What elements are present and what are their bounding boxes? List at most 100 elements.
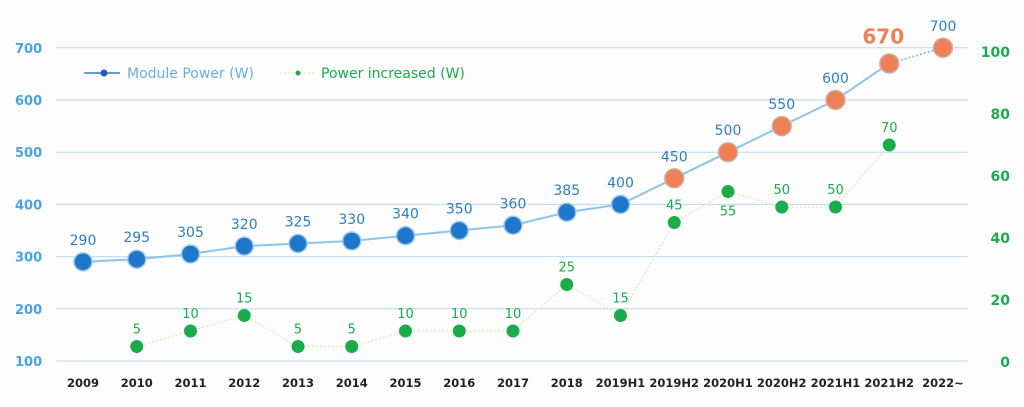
power-increased-label: 50 — [773, 183, 790, 198]
module-power-point — [771, 115, 792, 137]
x-tick: 2011 — [174, 376, 206, 390]
power-increased-label: 70 — [881, 121, 898, 136]
module-power-point — [127, 249, 147, 269]
module-power-point — [234, 236, 254, 256]
power-increased-label: 10 — [451, 307, 468, 322]
power-increased-label: 45 — [666, 199, 683, 214]
module-power-label: 295 — [123, 230, 150, 246]
x-tick: 2012 — [228, 376, 260, 390]
power-increased-point — [721, 185, 735, 198]
module-power-label: 450 — [661, 149, 688, 165]
x-tick: 2014 — [336, 376, 368, 390]
x-tick: 2018 — [551, 376, 583, 390]
power-increased-point — [829, 200, 842, 214]
power-increased-label: 55 — [720, 205, 737, 220]
power-increased-point — [882, 138, 896, 152]
power-increased-label: 10 — [182, 307, 199, 322]
power-increased-label: 5 — [294, 323, 302, 338]
y-right-tick: 60 — [991, 169, 1011, 185]
module-power-point — [180, 244, 201, 264]
y-right-tick: 20 — [991, 293, 1011, 309]
x-tick: 2016 — [443, 376, 475, 390]
y-right-tick: 40 — [991, 231, 1011, 247]
power-increased-point — [399, 324, 412, 338]
x-tick: 2021H2 — [864, 376, 914, 390]
y-right-tick: 80 — [991, 107, 1011, 123]
module-power-label: 700 — [930, 19, 957, 35]
module-power-point — [73, 252, 93, 272]
y-left-tick: 400 — [15, 198, 42, 213]
power-increased-point — [614, 309, 627, 322]
x-tick: 2010 — [121, 376, 153, 390]
x-tick: 2017 — [497, 376, 529, 390]
module-power-label: 670 — [862, 24, 904, 48]
power-increased-point — [667, 216, 681, 229]
y-right-tick: 0 — [1000, 355, 1010, 371]
module-power-label: 400 — [607, 175, 634, 191]
x-tick: 2020H1 — [703, 376, 753, 390]
power-increased-label: 10 — [505, 307, 522, 322]
module-power-label: 340 — [392, 207, 419, 223]
module-power-label: 385 — [553, 183, 580, 199]
module-power-point — [395, 225, 416, 246]
power-increased-point — [345, 340, 359, 353]
x-tick: 2019H1 — [596, 376, 646, 390]
module-power-point — [879, 53, 900, 74]
module-power-label: 325 — [285, 215, 312, 231]
module-power-label: 305 — [177, 225, 204, 241]
module-power-point — [610, 194, 631, 215]
module-power-point — [288, 233, 308, 254]
x-tick: 2015 — [389, 376, 421, 390]
power-increased-label: 5 — [348, 323, 356, 338]
power-increased-point — [184, 324, 197, 338]
legend-module-power-marker — [100, 69, 108, 77]
module-power-label: 600 — [822, 71, 849, 87]
power-increased-point — [452, 324, 466, 338]
y-left-tick: 100 — [15, 355, 42, 370]
power-increased-label: 15 — [236, 292, 253, 307]
module-power-point — [557, 202, 577, 222]
module-power-label: 500 — [715, 123, 742, 139]
power-increased-line — [136, 144, 890, 348]
y-left-tick: 300 — [15, 251, 42, 266]
x-tick: 2019H2 — [649, 376, 699, 390]
module-power-point — [717, 141, 739, 163]
power-increased-label: 10 — [397, 307, 414, 322]
power-increased-label: 15 — [612, 292, 629, 307]
module-power-label: 290 — [70, 233, 97, 249]
x-tick: 2020H2 — [757, 376, 807, 390]
x-tick: 2009 — [67, 376, 99, 390]
power-increased-label: 5 — [133, 323, 141, 338]
power-increased-label: 50 — [827, 183, 844, 198]
power-increased-point — [237, 309, 251, 322]
module-power-label: 320 — [231, 217, 258, 233]
module-power-label: 350 — [446, 202, 473, 218]
power-increased-label: 25 — [558, 261, 575, 276]
y-left-tick: 600 — [15, 94, 42, 109]
module-power-point — [664, 168, 685, 189]
y-left-tick: 700 — [15, 42, 42, 57]
y-left-tick: 500 — [15, 146, 42, 161]
x-tick: 2022~ — [922, 376, 964, 390]
module-power-label: 360 — [500, 196, 527, 212]
legend-power-increased: Power increased (W) — [321, 66, 465, 82]
legend-module-power: Module Power (W) — [127, 66, 254, 82]
x-tick: 2013 — [282, 376, 314, 390]
power-increased-point — [291, 340, 305, 353]
power-increased-point — [506, 324, 520, 338]
module-power-label: 550 — [768, 97, 795, 113]
module-power-point — [932, 37, 954, 59]
y-left-tick: 200 — [15, 303, 42, 318]
module-power-point — [449, 220, 469, 241]
module-power-point — [342, 231, 362, 251]
legend-power-increased-marker — [295, 70, 301, 76]
power-increased-point — [560, 278, 574, 291]
module-power-line — [82, 62, 890, 263]
power-increased-point — [775, 200, 789, 214]
module-power-point — [825, 89, 846, 111]
module-power-point — [503, 215, 523, 236]
power-increased-point — [130, 340, 144, 353]
x-tick: 2021H1 — [811, 376, 861, 390]
module-power-label: 330 — [338, 212, 365, 228]
